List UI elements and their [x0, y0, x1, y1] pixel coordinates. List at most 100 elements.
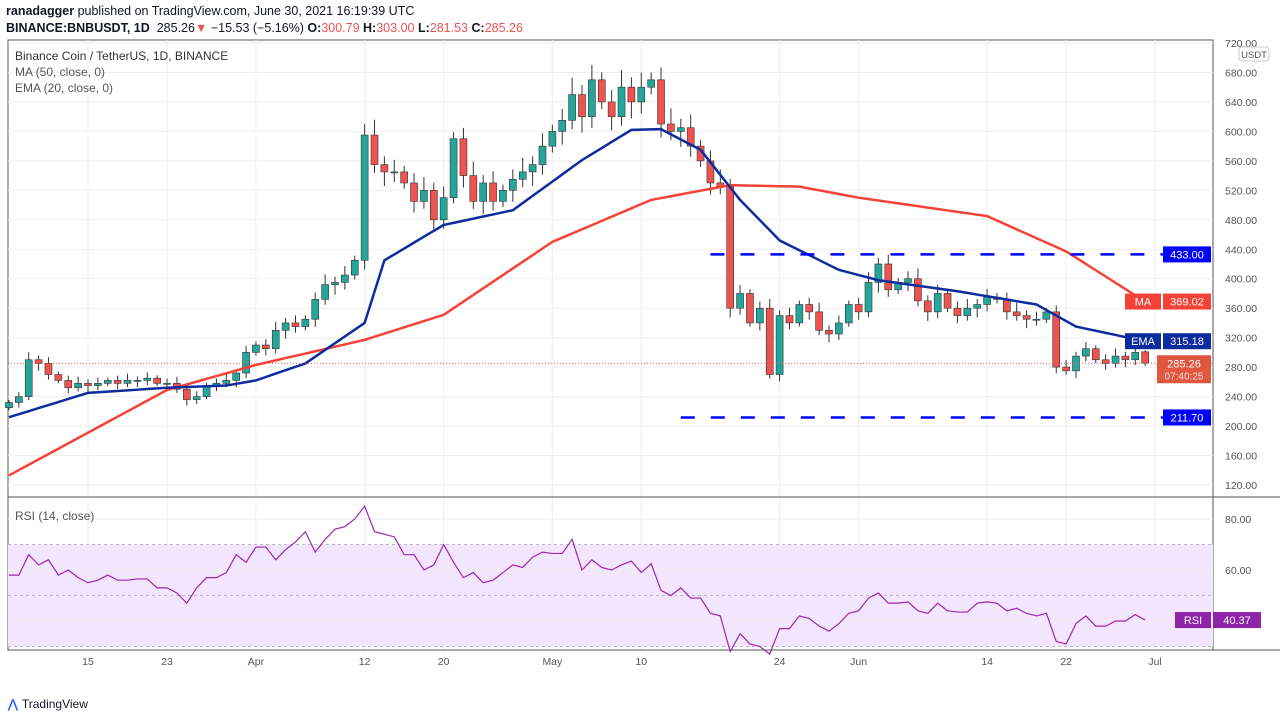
tradingview-logo[interactable]: ⋀ TradingView [8, 697, 88, 711]
ma50-line [8, 183, 1146, 477]
rsi-tag-label: RSI [1184, 615, 1202, 627]
candle-body [1111, 355, 1120, 364]
candle-body [686, 127, 695, 147]
publish-info: ranadagger published on TradingView.com,… [6, 4, 415, 18]
candle-body [133, 380, 142, 382]
candle-body [854, 304, 863, 313]
level-label: 433.00 [1170, 249, 1204, 261]
candle-body [518, 171, 527, 180]
candle-body [904, 278, 912, 283]
price-tick: 520.00 [1225, 185, 1257, 197]
ma-legend[interactable]: MA (50, close, 0) [15, 65, 106, 79]
candle-body [301, 318, 310, 327]
candle-body [933, 293, 942, 313]
candle-body [400, 171, 408, 184]
ma-tag-label: MA [1135, 297, 1152, 309]
candle-body [627, 86, 636, 103]
date-tick: 15 [82, 656, 94, 668]
candle-body [795, 304, 804, 324]
date-tick: 23 [161, 656, 173, 668]
date-tick: 24 [774, 656, 786, 668]
candle-body [94, 383, 102, 386]
date-tick: 10 [635, 656, 647, 668]
candle-body [64, 380, 73, 389]
candle-body [1062, 366, 1070, 372]
candle-body [528, 164, 537, 173]
candle-body [676, 127, 685, 132]
candle-body [143, 377, 152, 381]
candle-body [874, 263, 883, 283]
candle-body [775, 315, 784, 375]
candle-body [726, 186, 735, 309]
price-tick: 680.00 [1225, 67, 1257, 79]
candle-body [54, 374, 63, 381]
candle-body [1101, 359, 1110, 364]
date-tick: May [542, 656, 563, 668]
ema-legend[interactable]: EMA (20, close, 0) [15, 81, 114, 95]
date-tick: 12 [359, 656, 371, 668]
candle-body [558, 120, 567, 132]
candle-body [360, 134, 369, 261]
price-tick: 400.00 [1225, 274, 1257, 286]
rsi-tag [1175, 612, 1211, 629]
level-badge [1163, 246, 1211, 263]
candle-body [84, 383, 92, 386]
candle-body [1012, 311, 1021, 316]
candle-body [1042, 311, 1051, 320]
ma-value: 369.02 [1170, 297, 1204, 309]
candle-body [785, 315, 794, 324]
candle-body [1121, 355, 1130, 361]
ema-tag-label: EMA [1131, 336, 1156, 348]
candle-body [568, 94, 576, 121]
candle-body [281, 322, 290, 331]
level-badge [1163, 409, 1211, 426]
candle-body [548, 131, 557, 147]
candle-body [864, 282, 873, 313]
candle-body [657, 79, 665, 125]
countdown: 07:40:25 [1165, 371, 1204, 382]
candle-body [765, 307, 774, 375]
candle-body [667, 123, 675, 132]
rsi-legend[interactable]: RSI (14, close) [15, 509, 95, 523]
candle-body [943, 293, 952, 309]
candle-body [103, 380, 112, 384]
ma-tag [1125, 293, 1161, 310]
candle-body [746, 293, 754, 324]
candle-body [390, 171, 399, 174]
candle-body [1052, 311, 1061, 368]
price-tick: 440.00 [1225, 244, 1257, 256]
rsi-tick: 60.00 [1225, 565, 1251, 577]
ma-badge [1163, 293, 1211, 310]
rsi-value: 40.37 [1223, 615, 1251, 627]
candle-body [815, 311, 823, 331]
candle-body [222, 380, 231, 384]
candle-body [756, 307, 764, 324]
candle-body [736, 293, 744, 309]
date-tick: 14 [981, 656, 993, 668]
candle-body [479, 182, 488, 202]
ema-badge [1163, 333, 1211, 350]
candle-body [647, 79, 655, 88]
candle-body [74, 383, 82, 389]
candle-body [607, 101, 616, 117]
candle-body [1141, 351, 1149, 364]
candle-body [153, 377, 161, 384]
candle-body [113, 380, 122, 384]
candle-body [844, 304, 853, 324]
candle-body [271, 329, 280, 350]
candle-body [1082, 348, 1090, 357]
candle-body [1091, 348, 1100, 361]
candle-body [825, 329, 833, 335]
candle-body [420, 190, 428, 202]
candle-body [459, 138, 468, 176]
ema-value: 315.18 [1170, 336, 1204, 348]
tradingview-icon: ⋀ [8, 697, 18, 711]
price-tick: 480.00 [1225, 215, 1257, 227]
candle-body [597, 79, 606, 103]
candle-body [429, 190, 438, 221]
ema-tag [1125, 333, 1161, 350]
down-arrow-icon: ▼ [194, 21, 208, 35]
currency-label: USDT [1241, 50, 1267, 61]
candle-body [183, 388, 191, 400]
